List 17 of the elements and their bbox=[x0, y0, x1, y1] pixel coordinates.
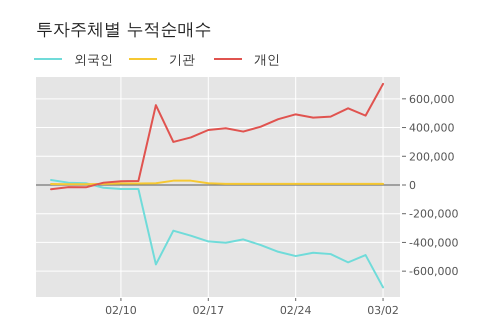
y-tick-label: -400,000 bbox=[409, 236, 458, 250]
x-tick-label: 02/10 bbox=[105, 304, 137, 317]
line-series bbox=[50, 82, 384, 190]
y-tick-label: 0 bbox=[409, 178, 416, 192]
y-tick-label: -600,000 bbox=[409, 265, 458, 278]
legend-label: 개인 bbox=[254, 53, 280, 68]
x-tick-label: 02/24 bbox=[280, 304, 312, 317]
legend-label: 외국인 bbox=[74, 53, 113, 68]
y-tick-label: 600,000 bbox=[409, 92, 454, 106]
legend-label: 기관 bbox=[169, 53, 195, 68]
x-tick-label: 02/17 bbox=[192, 304, 224, 317]
y-tick-label: 200,000 bbox=[409, 150, 454, 164]
x-tick-label: 03/02 bbox=[367, 304, 399, 317]
line-series bbox=[50, 178, 384, 288]
chart-title: 투자주체별 누적순매수 bbox=[36, 20, 212, 40]
y-tick-label: -200,000 bbox=[409, 208, 458, 221]
y-tick-label: 400,000 bbox=[409, 122, 454, 135]
